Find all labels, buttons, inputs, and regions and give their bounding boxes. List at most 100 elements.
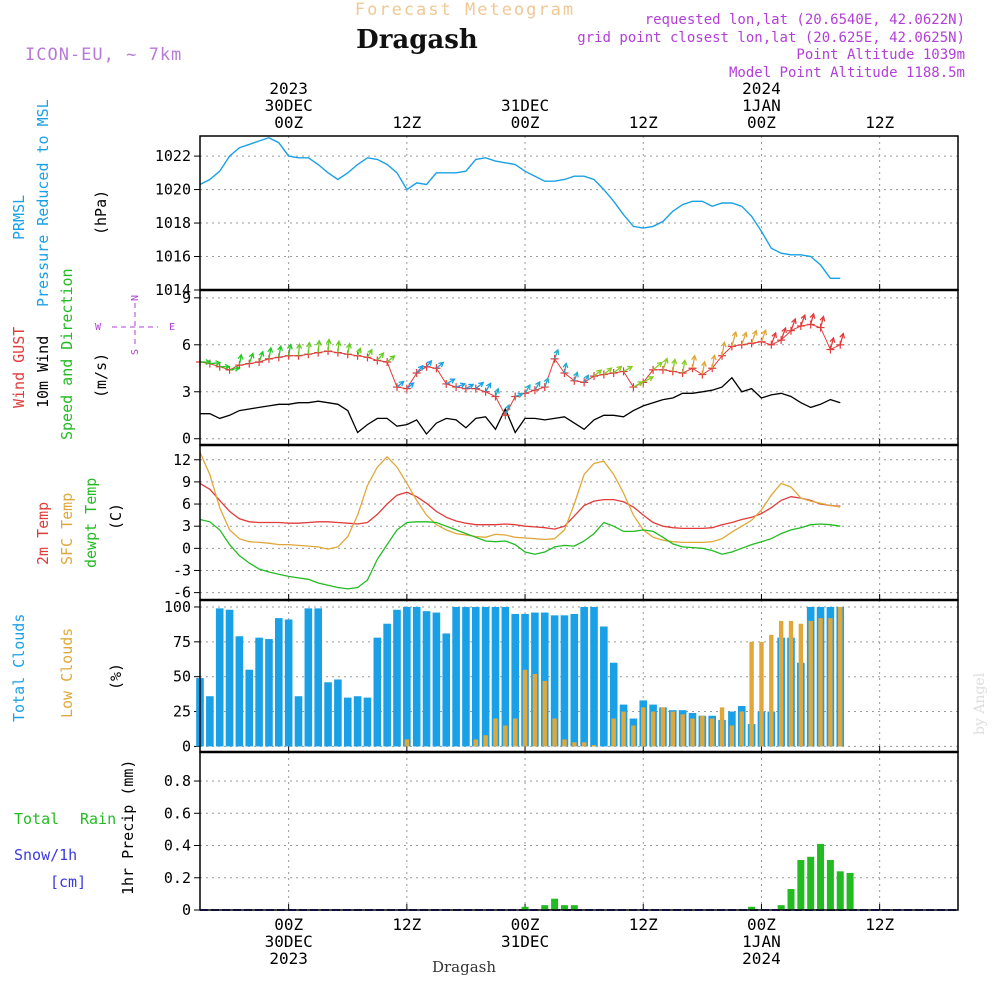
- compass-east: E: [169, 322, 175, 333]
- temperature-panel: -6 -3 0 3 6 9 12: [173, 444, 959, 602]
- precip-ytick-label: 0.2: [164, 869, 191, 887]
- wind-direction-arrow: [603, 367, 612, 376]
- wind-direction-arrowhead: [459, 382, 467, 389]
- panel-separators: [200, 288, 958, 754]
- wind-direction-arrow: [682, 360, 686, 374]
- wind-direction-arrowhead: [205, 359, 212, 365]
- wind-direction-arrow: [623, 365, 633, 372]
- low-clouds-bar: [838, 606, 843, 747]
- wind-direction-arrow: [288, 344, 292, 356]
- total-clouds-bar: [511, 613, 519, 747]
- total-clouds-bar: [442, 633, 451, 747]
- low-clouds-bar: [690, 718, 695, 747]
- wind-direction-arrow: [376, 352, 384, 361]
- wind-direction-arrow: [475, 381, 484, 390]
- bottom-axis-label: 31DEC: [501, 932, 549, 951]
- wind-ytick-label: 9: [182, 289, 191, 307]
- total-clouds-bar: [393, 609, 401, 747]
- bottom-axis-label: 00Z: [274, 915, 303, 934]
- label-percent: (%): [107, 663, 125, 690]
- wind-direction-arrowhead: [671, 358, 678, 365]
- low-clouds-bar: [670, 711, 675, 747]
- total-clouds-bar: [422, 611, 431, 747]
- wind-direction-arrow: [238, 354, 242, 366]
- wind-direction-arrowhead: [485, 382, 492, 389]
- wind-direction-arrow: [780, 327, 787, 341]
- low-clouds-bar: [473, 739, 478, 747]
- wind-direction-arrowhead: [553, 348, 560, 355]
- wind-direction-arrowhead: [771, 331, 778, 338]
- wind-direction-arrowhead: [426, 359, 433, 366]
- compass-rose: N S W E: [95, 295, 175, 355]
- wind-direction-arrowhead: [389, 354, 396, 361]
- wind-direction-arrowhead: [248, 352, 255, 359]
- total-clouds-bar: [353, 696, 362, 747]
- top-axis-label: 2024: [742, 79, 781, 98]
- wind-direction-arrowhead: [525, 383, 531, 391]
- 2m-temp-line: [199, 482, 841, 530]
- top-axis-label: 2023: [269, 79, 308, 98]
- wind-direction-arrow: [544, 378, 549, 388]
- total-clouds-bar: [472, 606, 480, 747]
- wind-direction-arrow: [229, 367, 240, 371]
- wind-direction-arrow: [731, 331, 737, 347]
- precip-bar: [570, 905, 578, 910]
- low-clouds-bar: [532, 673, 538, 747]
- wind-direction-arrowhead: [356, 347, 362, 354]
- wind-direction-arrow: [386, 355, 395, 363]
- precip-ytick-label: 0: [182, 901, 191, 919]
- label-celsius: (C): [107, 503, 125, 530]
- wind-direction-arrow: [810, 313, 815, 325]
- wind-direction-arrow: [327, 339, 330, 352]
- wind-direction-arrowhead: [335, 339, 342, 347]
- wind-direction-arrowhead: [398, 380, 405, 387]
- total-clouds-bar: [432, 612, 441, 747]
- wind-direction-arrowhead: [478, 381, 485, 388]
- wind-direction-arrow: [209, 362, 221, 365]
- clouds-ytick-label: 50: [173, 668, 191, 686]
- wind-direction-arrowhead: [627, 365, 634, 372]
- credit-watermark: by Angel: [972, 672, 988, 735]
- wind-gust-marker: [353, 351, 362, 360]
- wind-ytick-label: 3: [182, 383, 191, 401]
- wind-direction-arrow: [721, 342, 726, 356]
- wind-direction-arrow: [366, 349, 373, 358]
- wind-direction-arrow: [406, 382, 415, 390]
- bottom-axis-label: 12Z: [865, 915, 894, 934]
- total-clouds-bar: [491, 606, 500, 747]
- clouds-panel: 0 25 50 75 100: [164, 598, 959, 755]
- wind-direction-arrowhead: [809, 312, 816, 319]
- wind-gust-marker: [737, 340, 746, 349]
- wind-direction-arrowhead: [583, 374, 589, 381]
- wind-direction-arrow: [445, 378, 455, 385]
- low-clouds-bar: [483, 735, 488, 747]
- clouds-ytick-label: 75: [173, 633, 191, 651]
- precip-bar: [807, 856, 815, 910]
- temperature-ytick-label: -6: [173, 584, 191, 602]
- total-clouds-bar: [452, 606, 460, 747]
- wind-gust-marker: [412, 368, 421, 377]
- wind-direction-arrow: [297, 344, 301, 356]
- label-10m-wind: 10m Wind: [34, 336, 52, 408]
- total-clouds-bar: [294, 696, 303, 747]
- bottom-axis-label: 1JAN: [742, 932, 781, 951]
- wind-direction-arrow: [534, 381, 541, 391]
- wind-gust-marker: [836, 340, 845, 349]
- precip-bar: [521, 906, 529, 910]
- grid-point-coords: grid point closest lon,lat (20.625E, 42.…: [577, 30, 965, 46]
- total-clouds-bar: [343, 697, 352, 747]
- wind-direction-arrowhead: [662, 357, 669, 364]
- wind-direction-arrow: [741, 332, 747, 346]
- wind-direction-arrowhead: [408, 382, 415, 388]
- wind-direction-arrow: [396, 381, 405, 388]
- precip-bar: [748, 906, 756, 910]
- wind-direction-arrowhead: [224, 363, 231, 370]
- wind-direction-arrowhead: [286, 343, 293, 350]
- wind-direction-arrow: [494, 388, 499, 397]
- wind-direction-arrow: [455, 383, 466, 388]
- low-clouds-bar: [621, 711, 626, 747]
- wind-direction-arrow: [770, 332, 777, 346]
- low-clouds-bar: [700, 715, 705, 747]
- temperature-ytick-label: 6: [182, 495, 191, 513]
